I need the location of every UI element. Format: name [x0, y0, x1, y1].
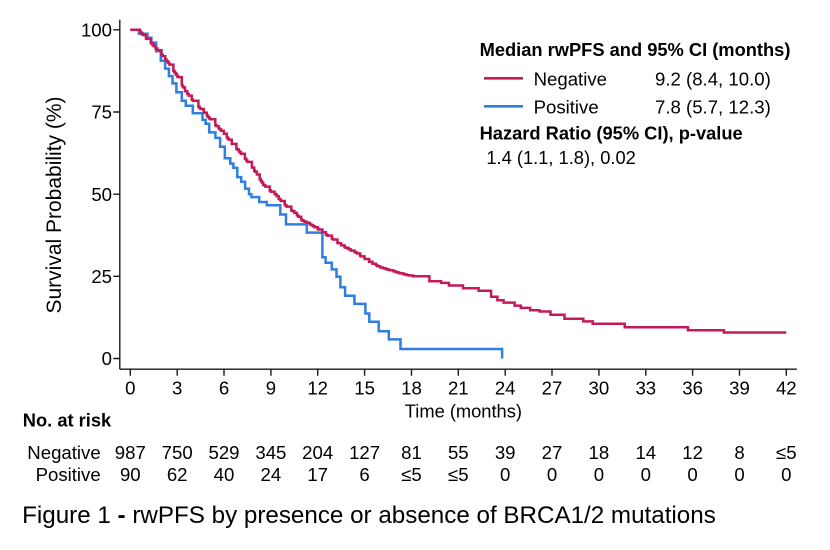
svg-text:Figure 1 - rwPFS by presence o: Figure 1 - rwPFS by presence or absence … — [22, 502, 716, 529]
svg-text:127: 127 — [349, 442, 380, 463]
svg-text:24: 24 — [261, 464, 282, 485]
svg-text:55: 55 — [448, 442, 469, 463]
svg-text:40: 40 — [214, 464, 235, 485]
svg-text:7.8 (5.7, 12.3): 7.8 (5.7, 12.3) — [655, 96, 771, 117]
svg-text:14: 14 — [635, 442, 656, 463]
svg-text:12: 12 — [682, 442, 703, 463]
svg-text:17: 17 — [307, 464, 328, 485]
svg-text:Negative: Negative — [534, 68, 607, 89]
svg-text:≤5: ≤5 — [776, 442, 797, 463]
svg-text:6: 6 — [359, 464, 369, 485]
svg-text:Positive: Positive — [534, 96, 599, 117]
svg-text:0: 0 — [734, 464, 744, 485]
svg-text:Positive: Positive — [36, 464, 101, 485]
svg-text:24: 24 — [495, 378, 516, 399]
svg-text:21: 21 — [448, 378, 469, 399]
svg-text:Time (months): Time (months) — [405, 401, 522, 422]
svg-text:204: 204 — [302, 442, 333, 463]
svg-text:50: 50 — [91, 184, 112, 205]
svg-text:0: 0 — [125, 378, 135, 399]
svg-text:0: 0 — [547, 464, 557, 485]
svg-text:0: 0 — [781, 464, 791, 485]
svg-text:62: 62 — [167, 464, 188, 485]
svg-text:33: 33 — [635, 378, 656, 399]
svg-text:345: 345 — [255, 442, 286, 463]
svg-text:9.2 (8.4, 10.0): 9.2 (8.4, 10.0) — [655, 68, 771, 89]
svg-text:3: 3 — [172, 378, 182, 399]
svg-text:Hazard Ratio (95% CI), p-value: Hazard Ratio (95% CI), p-value — [480, 122, 743, 143]
svg-text:75: 75 — [91, 102, 112, 123]
svg-text:≤5: ≤5 — [401, 464, 422, 485]
svg-text:81: 81 — [401, 442, 422, 463]
svg-text:0: 0 — [687, 464, 697, 485]
svg-text:27: 27 — [542, 378, 563, 399]
svg-text:Survival Probability (%): Survival Probability (%) — [43, 96, 66, 313]
svg-text:6: 6 — [219, 378, 229, 399]
svg-text:8: 8 — [734, 442, 744, 463]
svg-text:0: 0 — [594, 464, 604, 485]
svg-text:No. at risk: No. at risk — [23, 410, 112, 431]
svg-text:15: 15 — [354, 378, 375, 399]
svg-text:12: 12 — [307, 378, 328, 399]
svg-text:0: 0 — [102, 348, 112, 369]
svg-text:100: 100 — [81, 20, 112, 41]
svg-text:25: 25 — [91, 266, 112, 287]
svg-text:0: 0 — [500, 464, 510, 485]
svg-text:90: 90 — [120, 464, 141, 485]
svg-text:0: 0 — [641, 464, 651, 485]
svg-text:39: 39 — [729, 378, 750, 399]
svg-text:36: 36 — [682, 378, 703, 399]
svg-text:18: 18 — [401, 378, 422, 399]
svg-text:1.4 (1.1, 1.8), 0.02: 1.4 (1.1, 1.8), 0.02 — [486, 147, 635, 168]
svg-text:750: 750 — [162, 442, 193, 463]
svg-text:30: 30 — [589, 378, 610, 399]
svg-text:9: 9 — [266, 378, 276, 399]
svg-text:42: 42 — [776, 378, 797, 399]
svg-text:27: 27 — [542, 442, 563, 463]
svg-text:18: 18 — [589, 442, 610, 463]
svg-text:529: 529 — [208, 442, 239, 463]
svg-text:Median rwPFS and 95% CI (month: Median rwPFS and 95% CI (months) — [480, 39, 791, 60]
svg-text:≤5: ≤5 — [448, 464, 469, 485]
svg-text:987: 987 — [115, 442, 146, 463]
svg-text:Negative: Negative — [27, 442, 100, 463]
svg-text:39: 39 — [495, 442, 516, 463]
